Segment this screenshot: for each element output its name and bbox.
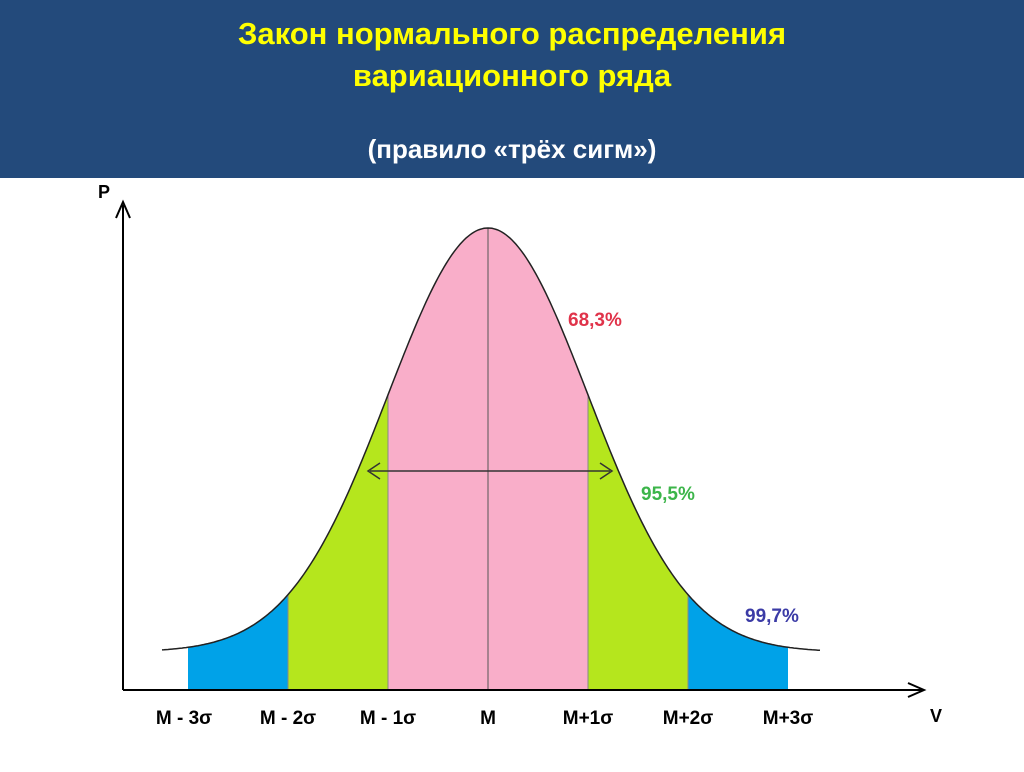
x-label: M - 2σ: [260, 708, 316, 729]
interval-region: [588, 394, 688, 690]
x-label: M+3σ: [763, 708, 814, 729]
curve: [161, 227, 821, 652]
interval-region: [188, 594, 288, 690]
interval-region: [288, 394, 388, 690]
interval-label: 99,7%: [745, 606, 799, 627]
y-arrow: [115, 199, 131, 219]
sigma-arrowheads: [366, 462, 614, 480]
x-arrow: [907, 682, 927, 698]
header-band: [0, 0, 1024, 178]
title-line: вариационного ряда: [353, 58, 672, 93]
x-label: M+1σ: [563, 708, 614, 729]
x-label: M+2σ: [663, 708, 714, 729]
x-label: M - 1σ: [360, 708, 416, 729]
x-axis-label: V: [930, 706, 942, 726]
subtitle: (правило «трёх сигм»): [368, 134, 657, 164]
plot: [161, 227, 821, 690]
x-label: M - 3σ: [156, 708, 212, 729]
title-line: Закон нормального распределения: [238, 16, 786, 51]
interval-label: 95,5%: [641, 484, 695, 505]
interval-label: 68,3%: [568, 310, 622, 331]
y-axis-label: P: [98, 182, 110, 202]
x-label: M: [480, 708, 496, 729]
